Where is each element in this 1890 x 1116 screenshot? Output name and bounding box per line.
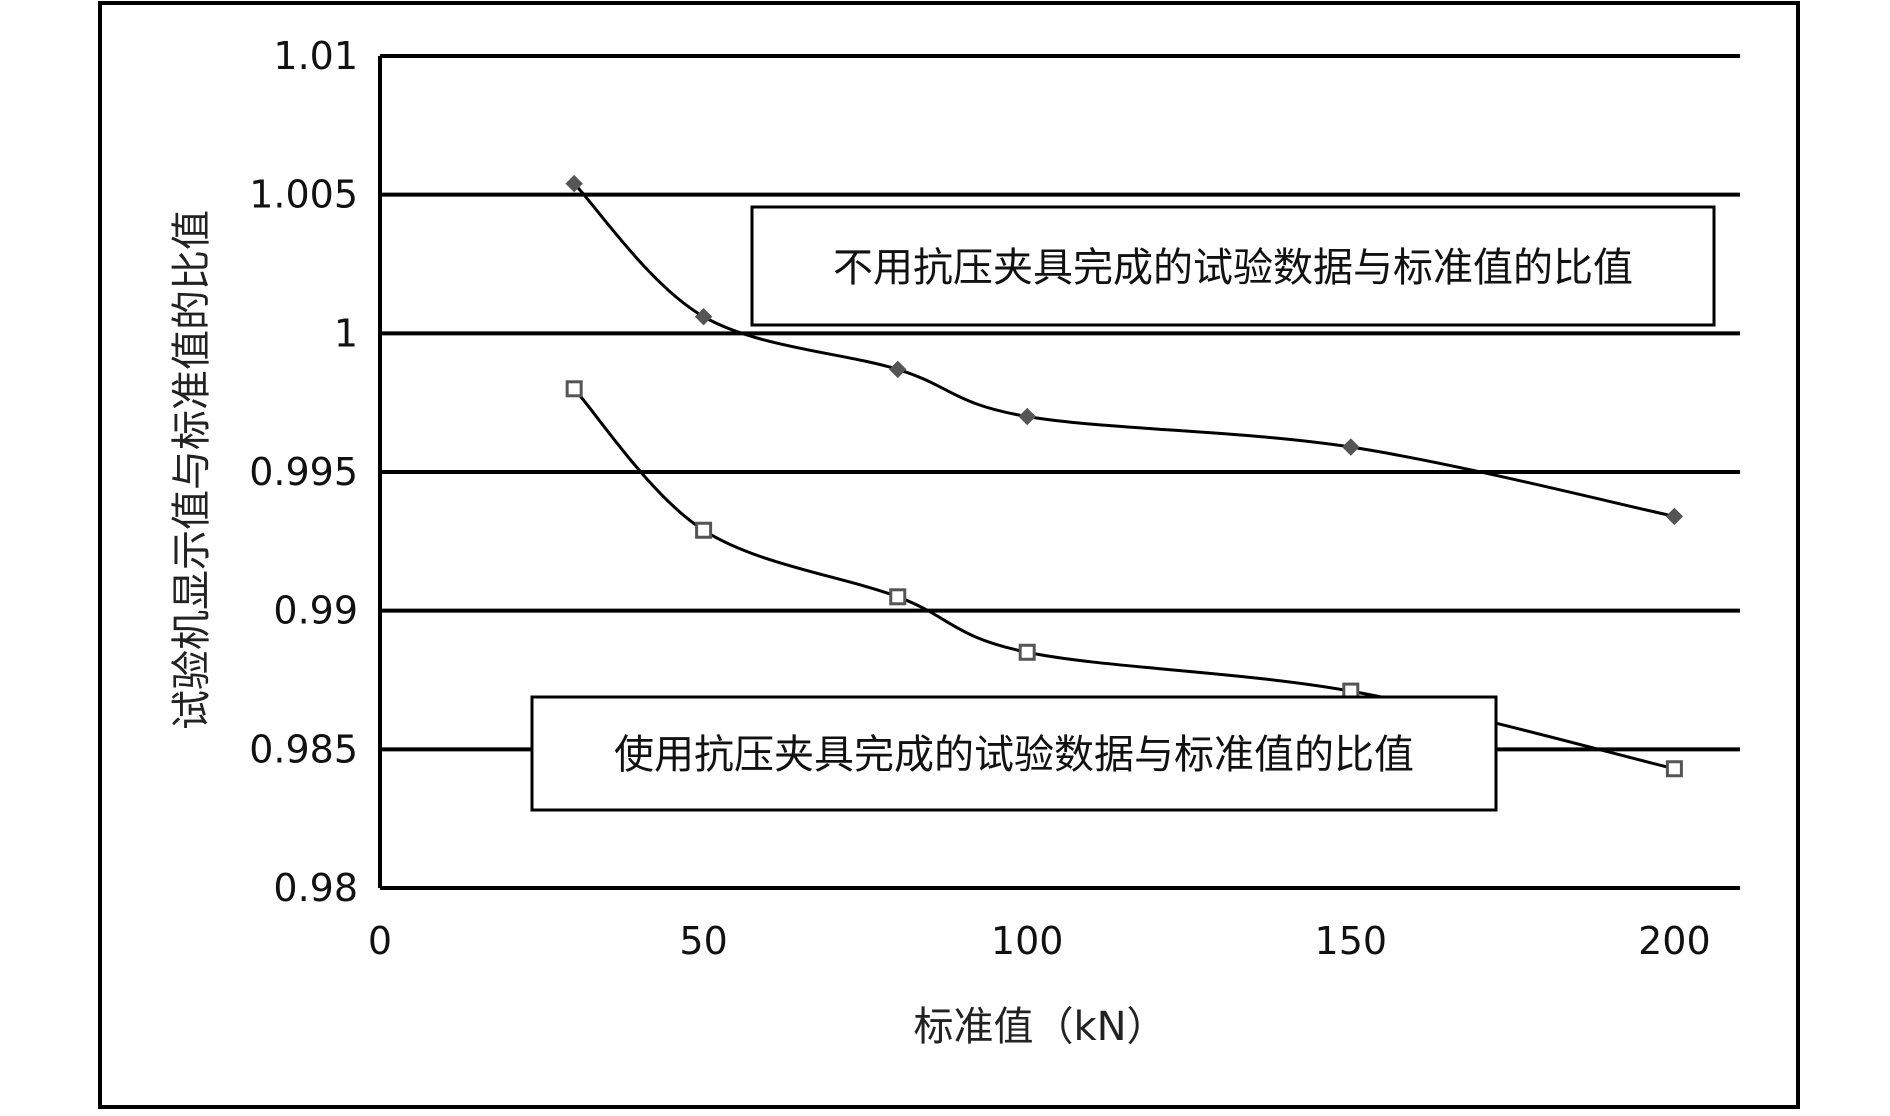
x-tick-label: 100 [991, 919, 1064, 963]
y-axis-title: 试验机显示值与标准值的比值 [169, 210, 215, 730]
series-0-point [694, 307, 713, 326]
y-tick-label: 0.985 [249, 727, 358, 771]
series-0-point [889, 360, 907, 379]
annotation-label-0: 不用抗压夹具完成的试验数据与标准值的比值 [833, 245, 1633, 291]
y-tick-label: 1.01 [273, 34, 358, 78]
series-1-point [695, 521, 713, 539]
x-tick-label: 50 [679, 919, 727, 963]
axis-layer: 0.98 0.985 0.99 0.995 1 1.005 1.01 0 50 100 150 200 [249, 34, 1740, 963]
y-tick-label: 0.995 [249, 450, 358, 494]
y-tick-label: 0.99 [273, 589, 358, 633]
y-tick-label: 1 [334, 311, 358, 355]
x-axis-title: 标准值（kN） [913, 1004, 1166, 1050]
y-tick-label: 1.005 [249, 173, 358, 217]
annotation-box-1 [530, 695, 1498, 812]
series-1-point [565, 380, 583, 398]
y-tick-label: 0.98 [273, 866, 358, 910]
label-layer: 标准值（kN） 试验机显示值与标准值的比值 [169, 210, 1167, 1050]
x-tick-label: 0 [368, 919, 392, 963]
series-0-point [1665, 507, 1684, 526]
series-1-point [1018, 643, 1036, 661]
series-1-point [889, 588, 907, 606]
series-0-point [565, 174, 583, 193]
annotation-label-1: 使用抗压夹具完成的试验数据与标准值的比值 [614, 732, 1414, 778]
annotation-box-0 [750, 205, 1716, 327]
series-1-point [1665, 760, 1683, 778]
series-0-point [1342, 438, 1360, 456]
x-tick-label: 200 [1638, 919, 1711, 963]
x-tick-label: 150 [1315, 919, 1388, 963]
series-0-point [1018, 407, 1036, 426]
